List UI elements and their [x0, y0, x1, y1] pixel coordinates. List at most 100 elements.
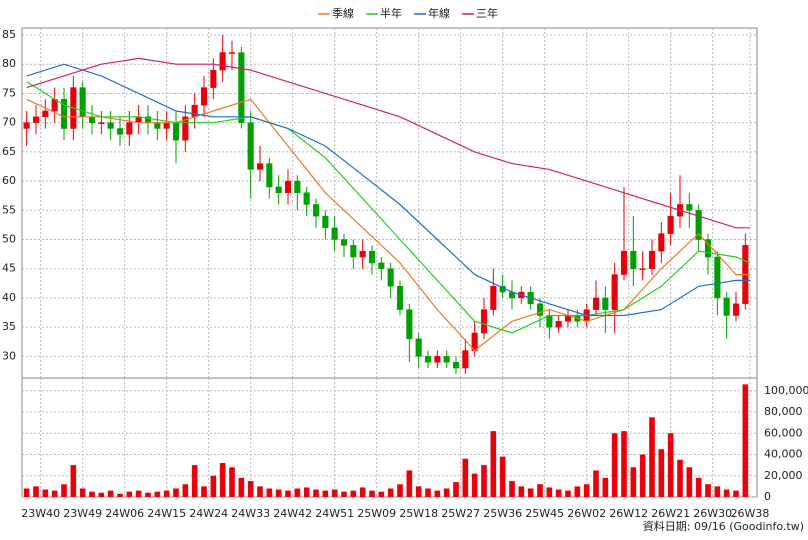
volume-bar	[219, 463, 226, 497]
legend-label: 年線	[428, 6, 450, 20]
x-tick-label: 26W02	[567, 507, 606, 520]
volume-bar	[490, 431, 497, 497]
candle-body	[79, 87, 86, 118]
volume-bar	[471, 473, 478, 497]
volume-bar	[107, 490, 114, 497]
volume-bar	[499, 456, 506, 497]
volume-bar	[574, 486, 581, 497]
candle-body	[163, 122, 170, 129]
candle-body	[630, 250, 637, 269]
candle-body	[695, 210, 702, 240]
x-tick-label: 24W42	[273, 507, 312, 520]
ma-line	[26, 81, 751, 334]
candle-body	[648, 250, 656, 269]
candle-body	[303, 192, 310, 205]
legend-label: 季線	[332, 6, 354, 20]
y-tick-label: 55	[2, 203, 16, 216]
volume-bar	[518, 486, 525, 497]
volume-frame	[21, 377, 758, 498]
candle-body	[350, 245, 357, 258]
volume-bar	[733, 490, 739, 497]
volume-tick-label: 60,000	[764, 426, 803, 439]
x-tick-label: 23W40	[21, 507, 60, 520]
volume-bar	[331, 489, 338, 497]
volume-bar	[247, 481, 254, 497]
y-tick-label: 75	[2, 86, 16, 99]
y-tick-label: 85	[2, 28, 16, 41]
candle-body	[723, 297, 730, 316]
y-tick-label: 45	[2, 262, 16, 275]
candle-body	[434, 356, 441, 363]
volume-bar	[154, 491, 161, 497]
volume-bar	[89, 491, 95, 497]
candle-body	[340, 239, 348, 246]
volume-bar	[341, 491, 347, 497]
candle-body	[294, 180, 301, 194]
x-tick-label: 25W27	[441, 507, 480, 520]
volume-bar	[546, 487, 553, 497]
volume-bar	[173, 488, 179, 497]
volume-bar	[313, 489, 319, 497]
volume-bar	[266, 488, 273, 497]
volume-bar	[61, 484, 67, 497]
y-tick-label: 65	[2, 145, 16, 158]
volume-bar	[294, 488, 301, 497]
volume-bar	[705, 484, 711, 497]
volume-bar	[686, 467, 693, 497]
volume-bar	[322, 490, 329, 497]
volume-bar	[201, 486, 207, 497]
volume-bar	[537, 484, 543, 497]
x-tick-label: 25W09	[357, 507, 396, 520]
candle-body	[462, 350, 469, 369]
candle-body	[714, 256, 721, 299]
volume-bar	[593, 470, 599, 497]
y-tick-label: 80	[2, 57, 16, 70]
candle-body	[60, 99, 68, 129]
volume-bar	[275, 489, 282, 497]
candle-body	[536, 303, 544, 316]
volume-bar	[182, 484, 189, 497]
candle-body	[126, 122, 133, 135]
candle-body	[200, 87, 208, 106]
volume-tick-label: 100,000	[764, 384, 808, 397]
candle-body	[322, 215, 329, 229]
candle-body	[686, 204, 693, 211]
candle-body	[266, 163, 273, 188]
candle-body	[247, 122, 254, 170]
candle-body	[639, 268, 646, 270]
price-frame	[21, 27, 758, 379]
candle-body	[312, 204, 320, 217]
x-tick-label: 26W38	[731, 507, 770, 520]
volume-bar	[163, 490, 170, 497]
legend-label: 半年	[380, 6, 402, 20]
candle-body	[368, 250, 376, 264]
volume-bar	[462, 458, 469, 497]
candle-body	[378, 262, 385, 269]
candle-body	[172, 122, 180, 141]
volume-bar	[667, 433, 674, 497]
volume-bar	[630, 467, 637, 497]
volume-bar	[742, 384, 749, 497]
volume-bar	[117, 493, 123, 497]
y-tick-label: 35	[2, 320, 16, 333]
x-tick-label: 24W15	[147, 507, 186, 520]
x-tick-label: 26W21	[651, 507, 690, 520]
volume-bar	[621, 431, 627, 497]
volume-bar	[639, 454, 646, 497]
candle-body	[443, 356, 450, 363]
x-tick-label: 25W18	[399, 507, 438, 520]
volume-bar	[425, 488, 431, 497]
candle-body	[452, 361, 460, 369]
candle-body	[611, 274, 618, 310]
volume-bar	[695, 477, 702, 497]
legend-label: 三年	[476, 6, 498, 20]
candle-body	[275, 186, 282, 194]
volume-bar	[443, 488, 450, 497]
volume-bar	[602, 477, 609, 497]
x-tick-label: 24W06	[105, 507, 144, 520]
candle-body	[88, 116, 96, 123]
volume-bar	[555, 489, 562, 497]
y-tick-label: 40	[2, 291, 16, 304]
volume-bar	[191, 465, 198, 497]
volume-bar	[145, 492, 151, 497]
